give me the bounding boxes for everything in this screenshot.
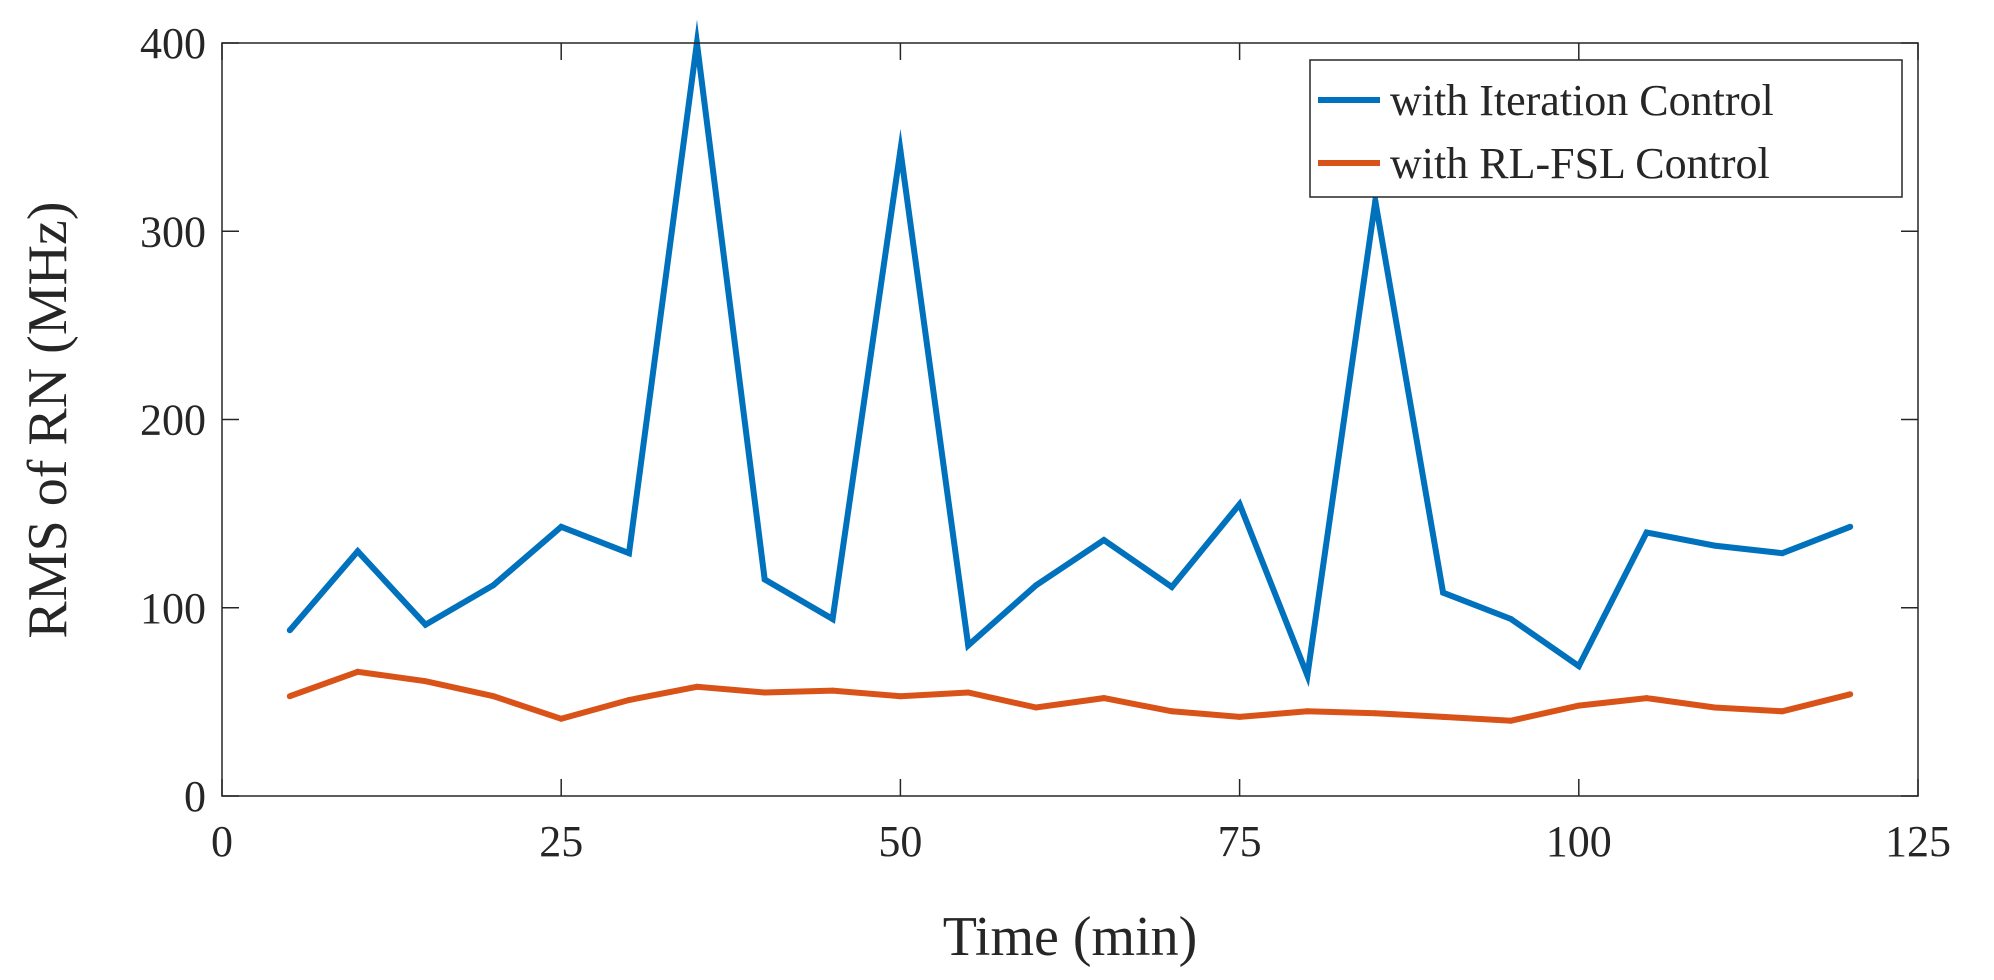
y-tick-label-4: 400 <box>140 19 206 68</box>
data-point-s1-12 <box>1033 582 1040 589</box>
data-point-s1-5 <box>558 523 565 530</box>
data-point-s1-22 <box>1711 542 1718 549</box>
x-tick-label-1: 25 <box>539 817 583 866</box>
legend-box <box>1309 59 1903 198</box>
data-point-s1-11 <box>965 642 972 649</box>
y-axis-label: RMS of RN (MHz) <box>17 201 79 638</box>
series-line-1 <box>287 19 1852 688</box>
data-point-s2-5 <box>558 715 565 722</box>
data-point-s2-7 <box>693 683 700 690</box>
x-tick-label-4: 100 <box>1546 817 1612 866</box>
data-point-s1-15 <box>1236 501 1243 508</box>
data-point-s1-6 <box>626 550 632 557</box>
data-point-s2-17 <box>1372 710 1379 717</box>
data-point-s1-19 <box>1508 616 1514 622</box>
data-point-s1-18 <box>1440 589 1447 596</box>
data-point-s2-22 <box>1711 704 1718 711</box>
data-point-s1-24 <box>1847 523 1854 530</box>
legend: with Iteration Control with RL-FSL Contr… <box>1309 59 1903 198</box>
x-tick-label-2: 50 <box>878 817 922 866</box>
data-point-s2-4 <box>490 693 497 700</box>
series-layer <box>286 19 1854 724</box>
x-tick-label-5: 125 <box>1885 817 1951 866</box>
data-point-s2-2 <box>354 668 361 675</box>
x-tick-label-0: 0 <box>211 817 233 866</box>
data-point-s1-1 <box>286 627 293 634</box>
data-point-s2-18 <box>1440 713 1447 720</box>
data-point-s2-12 <box>1033 704 1040 711</box>
data-point-s2-14 <box>1168 708 1175 715</box>
x-axis-label: Time (min) <box>943 906 1198 968</box>
data-point-s1-9 <box>829 616 836 622</box>
y-tick-label-0: 0 <box>184 772 206 821</box>
data-point-s1-14 <box>1168 584 1175 590</box>
data-point-s2-10 <box>897 693 904 700</box>
data-point-s1-20 <box>1575 663 1582 670</box>
data-point-s2-3 <box>422 678 429 685</box>
data-point-s2-1 <box>286 693 293 700</box>
data-point-s1-4 <box>490 582 497 589</box>
data-point-s2-6 <box>626 697 632 703</box>
data-point-s2-24 <box>1847 691 1854 698</box>
data-point-s1-13 <box>1100 537 1107 543</box>
ticks-layer <box>221 42 1919 797</box>
data-point-s1-21 <box>1643 529 1650 536</box>
data-point-s1-23 <box>1779 550 1786 557</box>
series-line-2 <box>288 668 1851 724</box>
data-point-s2-23 <box>1779 708 1786 715</box>
data-point-s1-17 <box>1372 198 1379 205</box>
y-tick-label-1: 100 <box>140 584 206 633</box>
data-point-s2-8 <box>761 689 768 696</box>
tick-labels-layer: 0 25 50 75 100 125 0 100 200 300 400 <box>140 19 1951 866</box>
data-point-s1-16 <box>1304 672 1311 679</box>
data-point-s2-15 <box>1236 713 1243 720</box>
data-point-s1-8 <box>761 576 768 583</box>
data-point-s1-10 <box>897 147 904 154</box>
data-point-s2-19 <box>1508 717 1514 724</box>
data-point-s2-20 <box>1575 702 1582 709</box>
y-tick-label-2: 200 <box>140 396 206 445</box>
legend-label-rlfsl: with RL-FSL Control <box>1390 139 1770 188</box>
y-tick-label-3: 300 <box>140 207 206 256</box>
data-point-s1-3 <box>422 621 429 628</box>
data-point-s2-9 <box>829 687 836 694</box>
data-point-s2-21 <box>1643 695 1650 702</box>
data-point-s2-16 <box>1304 708 1311 715</box>
data-point-s1-2 <box>354 548 361 555</box>
x-tick-label-3: 75 <box>1218 817 1262 866</box>
data-point-s2-11 <box>965 689 972 696</box>
legend-label-iteration: with Iteration Control <box>1390 76 1774 125</box>
data-point-s2-13 <box>1100 695 1107 702</box>
